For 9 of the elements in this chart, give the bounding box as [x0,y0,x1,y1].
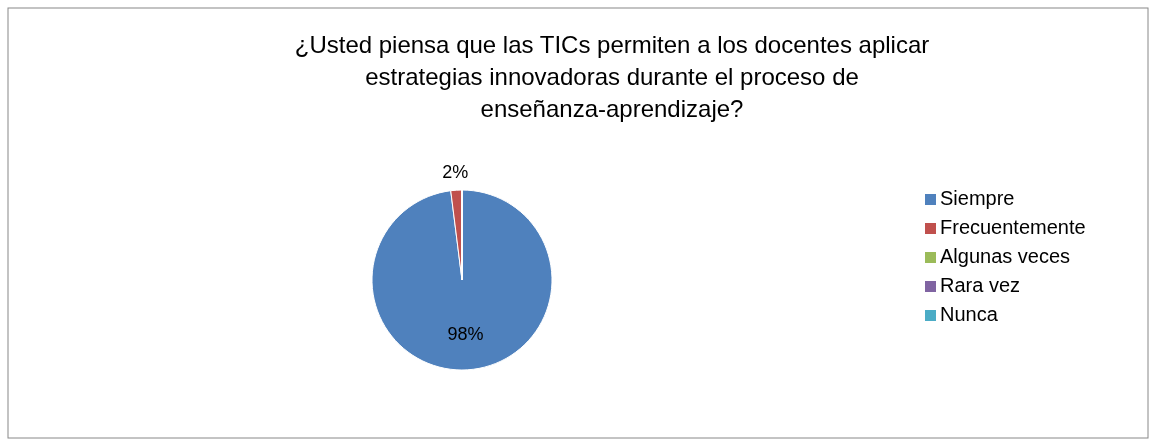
data-label: 98% [447,323,484,344]
legend-label: Frecuentemente [940,216,1086,238]
legend-label: Algunas veces [940,245,1071,267]
legend-label: Rara vez [940,274,1021,296]
legend-label: Siempre [940,187,1015,209]
chart-title: ¿Usted piensa que las TICs permiten a los docentes aplicar estrategias innovadoras durante el proceso de enseñanza-aprendizaje? [294,31,930,122]
pie-slice [371,189,553,371]
legend-label: Nunca [940,303,999,325]
data-label: 2% [442,162,469,183]
